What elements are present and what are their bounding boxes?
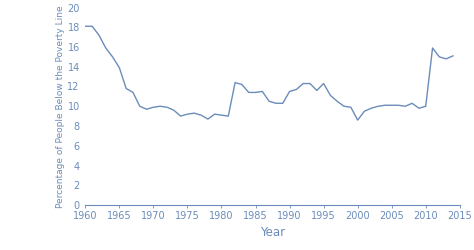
X-axis label: Year: Year	[260, 226, 285, 239]
Y-axis label: Percentage of People Below the Poverty Line: Percentage of People Below the Poverty L…	[55, 5, 64, 207]
